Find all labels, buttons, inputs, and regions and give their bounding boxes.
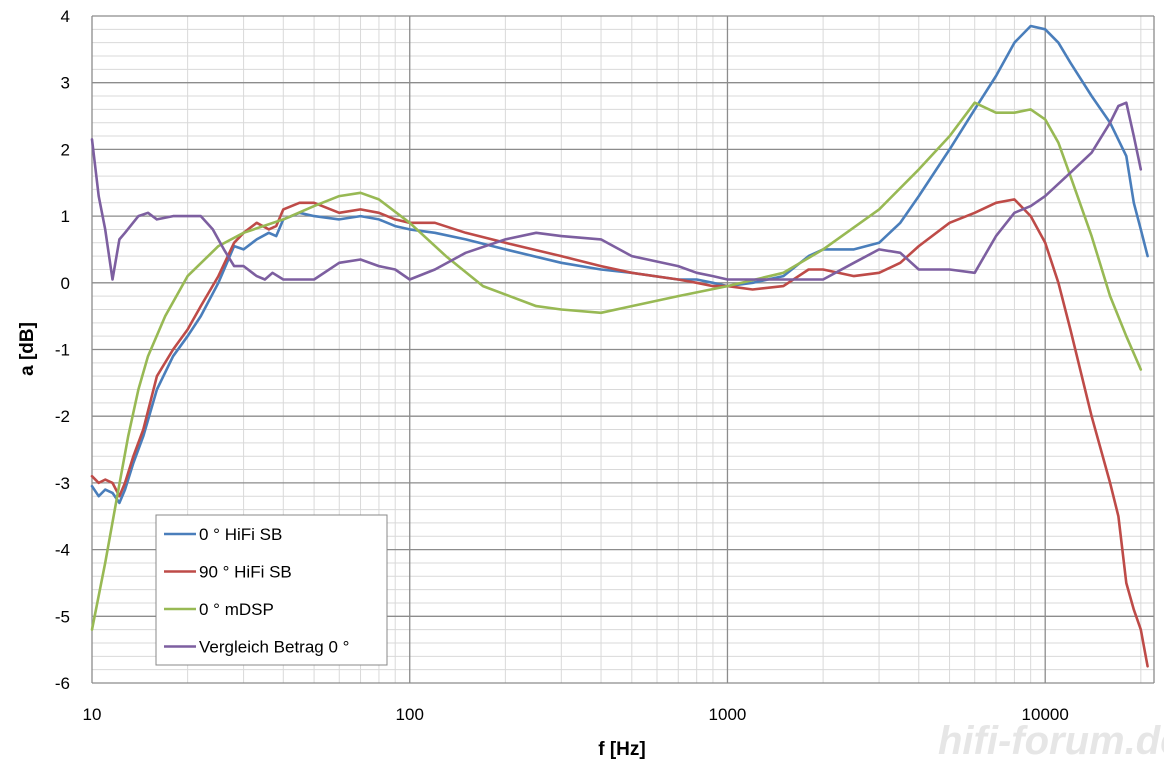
legend-label-2: 90 ° HiFi SB [199, 563, 292, 582]
y-tick-label: -2 [55, 407, 70, 426]
series-line-4 [90, 101, 1143, 281]
y-tick-label: -5 [55, 607, 70, 626]
series-line-1 [90, 24, 1149, 505]
legend-label-4: Vergleich Betrag 0 ° [199, 638, 349, 657]
legend: 0 ° HiFi SB 90 ° HiFi SB 0 ° mDSP Vergleich… [155, 514, 388, 666]
y-tick-label: 4 [61, 7, 70, 26]
series-line-2 [90, 198, 1149, 668]
legend-box [155, 514, 388, 666]
y-tick-label: -3 [55, 474, 70, 493]
y-tick-label: -6 [55, 674, 70, 693]
y-axis-label: a [dB] [17, 322, 38, 376]
y-tick-label: -4 [55, 541, 70, 560]
series-lines [90, 24, 1149, 668]
y-tick-label: 1 [61, 207, 70, 226]
y-tick-label: 0 [61, 274, 70, 293]
y-tick-label: 2 [61, 140, 70, 159]
y-tick-label: 3 [61, 74, 70, 93]
y-axis-ticks: 4 3 2 1 0 -1 -2 -3 -4 -5 -6 [55, 7, 70, 693]
x-tick-label: 10 [83, 705, 102, 724]
y-tick-label: -1 [55, 341, 70, 360]
watermark: hifi-forum.de [938, 719, 1164, 763]
x-tick-label: 1000 [709, 705, 747, 724]
x-axis-ticks: 10 100 1000 10000 [83, 705, 1069, 724]
series-line-3 [90, 101, 1143, 631]
legend-label-1: 0 ° HiFi SB [199, 525, 282, 544]
x-tick-label: 10000 [1022, 705, 1069, 724]
legend-label-3: 0 ° mDSP [199, 600, 274, 619]
x-tick-label: 100 [396, 705, 424, 724]
x-axis-label: f [Hz] [598, 739, 645, 760]
